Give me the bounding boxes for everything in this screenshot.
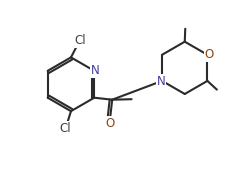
Text: O: O <box>105 117 114 130</box>
Text: Cl: Cl <box>74 34 86 47</box>
Text: Cl: Cl <box>60 122 71 135</box>
Text: N: N <box>91 64 99 77</box>
Text: O: O <box>205 48 214 61</box>
Text: N: N <box>156 75 165 88</box>
